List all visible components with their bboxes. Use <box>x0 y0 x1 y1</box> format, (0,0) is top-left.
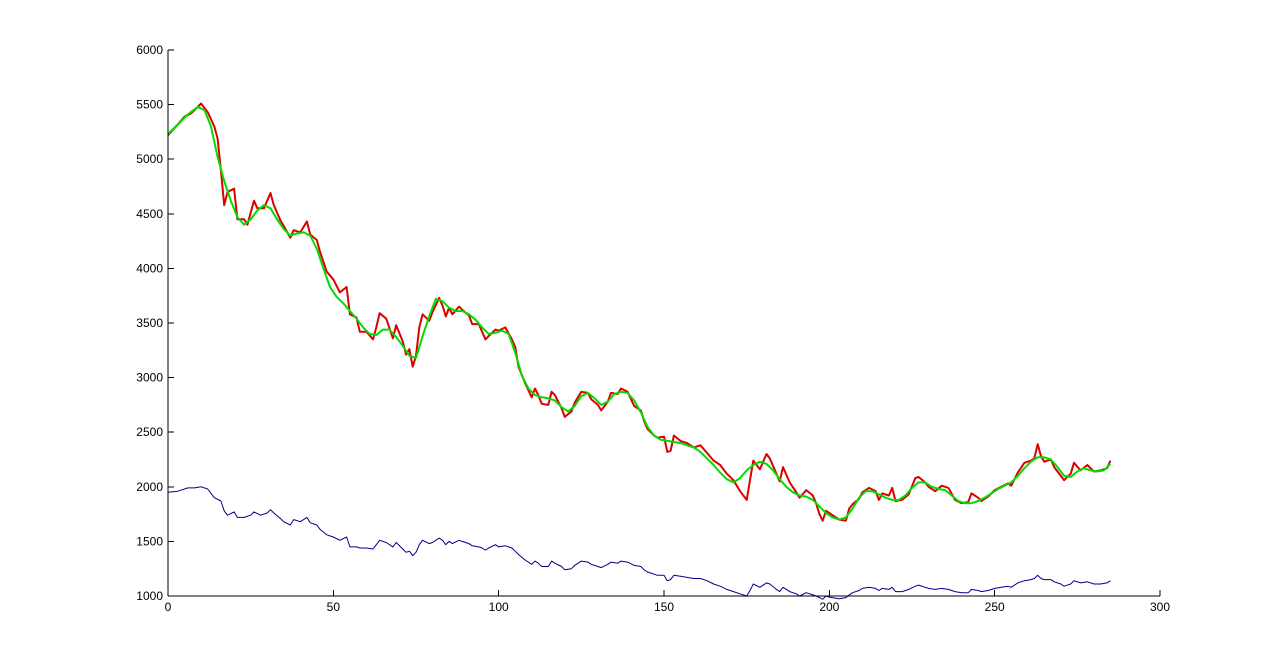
y-tick-label: 2000 <box>136 480 163 494</box>
y-tick-label: 4000 <box>136 261 163 275</box>
y-tick-label: 2500 <box>136 425 163 439</box>
x-tick-label: 250 <box>985 600 1005 614</box>
series-red-line <box>167 102 1112 522</box>
x-tick-label: 150 <box>654 600 674 614</box>
axes: 1000150020002500300035004000450050005500… <box>136 43 1170 614</box>
x-tick-label: 0 <box>165 600 172 614</box>
x-tick-label: 200 <box>819 600 839 614</box>
series-layer <box>167 102 1112 600</box>
y-tick-label: 5500 <box>136 98 163 112</box>
y-tick-label: 3500 <box>136 316 163 330</box>
series-blue-line <box>167 486 1111 600</box>
y-tick-label: 3000 <box>136 371 163 385</box>
y-tick-label: 1000 <box>136 589 163 603</box>
x-tick-label: 50 <box>327 600 341 614</box>
y-tick-label: 4500 <box>136 207 163 221</box>
x-tick-label: 300 <box>1150 600 1170 614</box>
series-green-line <box>167 105 1112 521</box>
y-tick-label: 5000 <box>136 152 163 166</box>
y-tick-label: 6000 <box>136 43 163 57</box>
y-tick-label: 1500 <box>136 534 163 548</box>
x-tick-label: 100 <box>489 600 509 614</box>
